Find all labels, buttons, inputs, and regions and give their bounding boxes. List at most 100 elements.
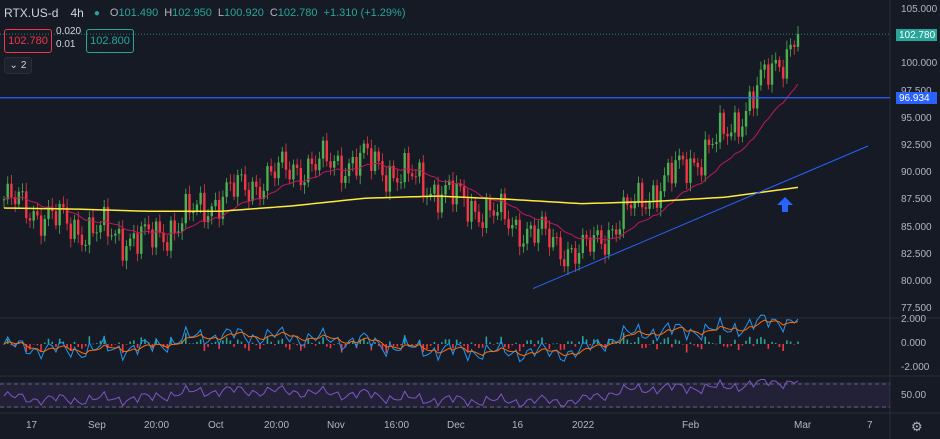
candle-body [711,144,714,146]
macd-histogram-bar [133,340,135,344]
gear-icon[interactable]: ⚙ [911,419,923,434]
macd-histogram-bar [229,340,232,344]
macd-histogram-bar [62,341,65,344]
candle-body [340,155,343,183]
candle-body [525,228,529,244]
candle-body [355,156,358,176]
macd-histogram-bar [437,344,439,352]
macd-histogram-bar [188,343,191,344]
macd-histogram-bar [285,344,287,348]
candle-body [373,151,377,172]
candle-body [140,226,143,254]
macd-histogram-bar [552,343,554,345]
candle-body [117,228,121,234]
candle-body [707,139,711,146]
candle-body [440,194,444,213]
macd-histogram-bar [270,341,272,344]
candle-body [247,189,251,202]
macd-histogram-bar [351,340,354,344]
macd-histogram-bar [444,339,447,344]
macd-histogram-bar [515,342,517,344]
candle-body [151,229,154,248]
price-axis-tick: 95.000 [901,112,932,124]
candle-body [199,192,202,205]
candle-body [433,184,436,194]
macd-histogram-bar [745,340,747,344]
macd-histogram-bar [619,341,621,344]
macd-histogram-bar [281,338,284,344]
candle-body [737,112,740,137]
macd-histogram-bar [415,344,417,345]
low-key: L [217,7,225,19]
candle-body [99,225,102,233]
price-axis-tick: 82.500 [901,248,932,260]
candle-body [637,182,640,203]
macd-histogram-bar [771,341,773,344]
candle-body [622,197,625,230]
sell-price-button[interactable]: 102.780 [4,29,52,53]
macd-histogram-bar [3,344,5,345]
candle-body [325,140,328,162]
candle-body [292,164,295,180]
rsi-band [0,382,890,408]
timeframe-label[interactable]: 4h [70,6,84,20]
candle-body [770,63,774,85]
candle-body [670,162,674,184]
macd-histogram-bar [704,336,707,344]
macd-histogram-bar [51,341,54,344]
buy-price-button[interactable]: 102.800 [86,29,134,53]
candle-body [273,171,277,179]
macd-histogram-bar [40,344,42,351]
spread-display: 0.020 0.01 [56,25,81,51]
macd-histogram-bar [693,344,695,346]
candle-body [351,156,354,164]
candle-body [136,233,139,254]
candle-body [143,224,147,227]
macd-histogram-bar [314,344,317,346]
candle-body [752,91,755,109]
macd-histogram-bar [507,344,510,349]
macd-histogram-bar [248,344,250,351]
macd-histogram-bar [322,337,324,344]
macd-histogram-bar [255,344,258,346]
macd-axis-tick: 2.000 [901,314,927,325]
candle-body [403,153,406,183]
macd-histogram-bar [463,344,465,347]
candle-body [203,192,206,223]
candle-body [362,143,366,153]
macd-histogram-bar [374,342,376,344]
indicators-toggle-button[interactable]: ⌄ 2 [4,57,32,74]
candle-body [518,219,521,247]
candle-body [422,162,425,197]
spread-bottom: 0.01 [56,39,76,50]
candle-body [344,176,347,183]
candle-body [221,196,225,219]
candle-body [399,182,403,184]
candle-body [47,206,50,219]
candle-body [162,232,165,243]
macd-histogram-bar [244,344,246,349]
candle-body [781,66,785,79]
candle-body [767,64,770,85]
arrow-up-icon [777,197,793,212]
macd-histogram-bar [136,344,139,348]
candle-body [718,112,722,143]
candle-body [455,183,458,205]
macd-histogram-bar [582,336,584,344]
candle-body [640,182,644,208]
macd-histogram-bar [767,344,770,349]
candle-body [577,253,581,264]
macd-histogram-bar [311,342,313,344]
macd-histogram-bar [77,344,80,348]
symbol-name[interactable]: RTX.US-d [4,6,59,20]
macd-histogram-bar [99,340,102,344]
candle-body [778,59,781,67]
candle-body [730,132,733,137]
macd-histogram-bar [73,341,76,344]
macd-histogram-bar [300,344,302,351]
candle-body [21,191,24,193]
candle-body [251,181,254,202]
candle-body [262,190,265,199]
macd-histogram-bar [763,339,766,344]
